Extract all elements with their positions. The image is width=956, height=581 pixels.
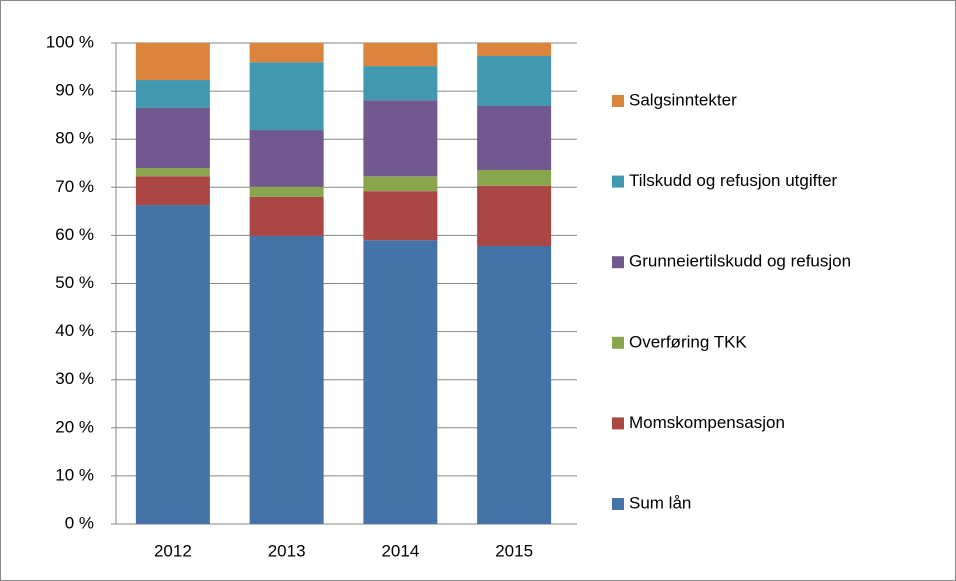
y-tick-label: 0 % <box>65 513 94 532</box>
bar-segment <box>477 169 552 186</box>
legend-swatch <box>612 175 624 188</box>
bar-segment <box>363 176 438 192</box>
bar-segment <box>135 43 210 81</box>
legend-label: Grunneiertilskudd og refusjon <box>629 252 851 271</box>
bar-segment <box>477 43 552 56</box>
x-tick-label: 2015 <box>495 541 533 560</box>
bar-segment <box>363 240 438 524</box>
x-tick-label: 2014 <box>381 541 419 560</box>
bar-segment <box>477 185 552 246</box>
bar-segment <box>363 191 438 241</box>
y-tick-label: 80 % <box>55 129 94 148</box>
bar-segment <box>363 43 438 67</box>
legend-label: Sum lån <box>629 493 691 512</box>
bar-segment <box>477 106 552 170</box>
y-tick-label: 10 % <box>55 465 94 484</box>
y-tick-label: 40 % <box>55 321 94 340</box>
legend-label: Overføring TKK <box>629 332 747 351</box>
y-tick-label: 90 % <box>55 81 94 100</box>
bar-segment <box>249 196 324 236</box>
x-tick-label: 2013 <box>268 541 306 560</box>
legend-label: Momskompensasjon <box>629 413 785 432</box>
y-tick-label: 100 % <box>46 32 94 51</box>
y-tick-label: 20 % <box>55 417 94 436</box>
legend-swatch <box>612 95 624 107</box>
legend-swatch <box>612 417 624 430</box>
bar-segment <box>249 235 324 525</box>
y-tick-label: 30 % <box>55 369 94 388</box>
bar-segment <box>135 80 210 108</box>
bar-segment <box>135 176 210 206</box>
bar-segment <box>249 62 324 131</box>
legend-swatch <box>612 498 624 510</box>
bar-segment <box>249 43 324 63</box>
bar-segment <box>477 245 552 524</box>
legend-swatch <box>612 336 624 349</box>
bar-segment <box>249 130 324 187</box>
bar-segment <box>363 100 438 177</box>
bar-segment <box>135 168 210 177</box>
bar-segment <box>249 186 324 197</box>
bar-segment <box>135 107 210 169</box>
bar-segment <box>363 66 438 101</box>
bar-segment <box>477 55 552 107</box>
y-tick-label: 60 % <box>55 225 94 244</box>
legend-label: Tilskudd og refusjon utgifter <box>629 171 838 190</box>
x-tick-label: 2012 <box>154 541 192 560</box>
y-tick-label: 50 % <box>55 273 94 292</box>
legend-label: Salgsinntekter <box>629 90 737 109</box>
y-tick-label: 70 % <box>55 177 94 196</box>
legend-swatch <box>612 256 624 269</box>
bar-segment <box>135 205 210 525</box>
